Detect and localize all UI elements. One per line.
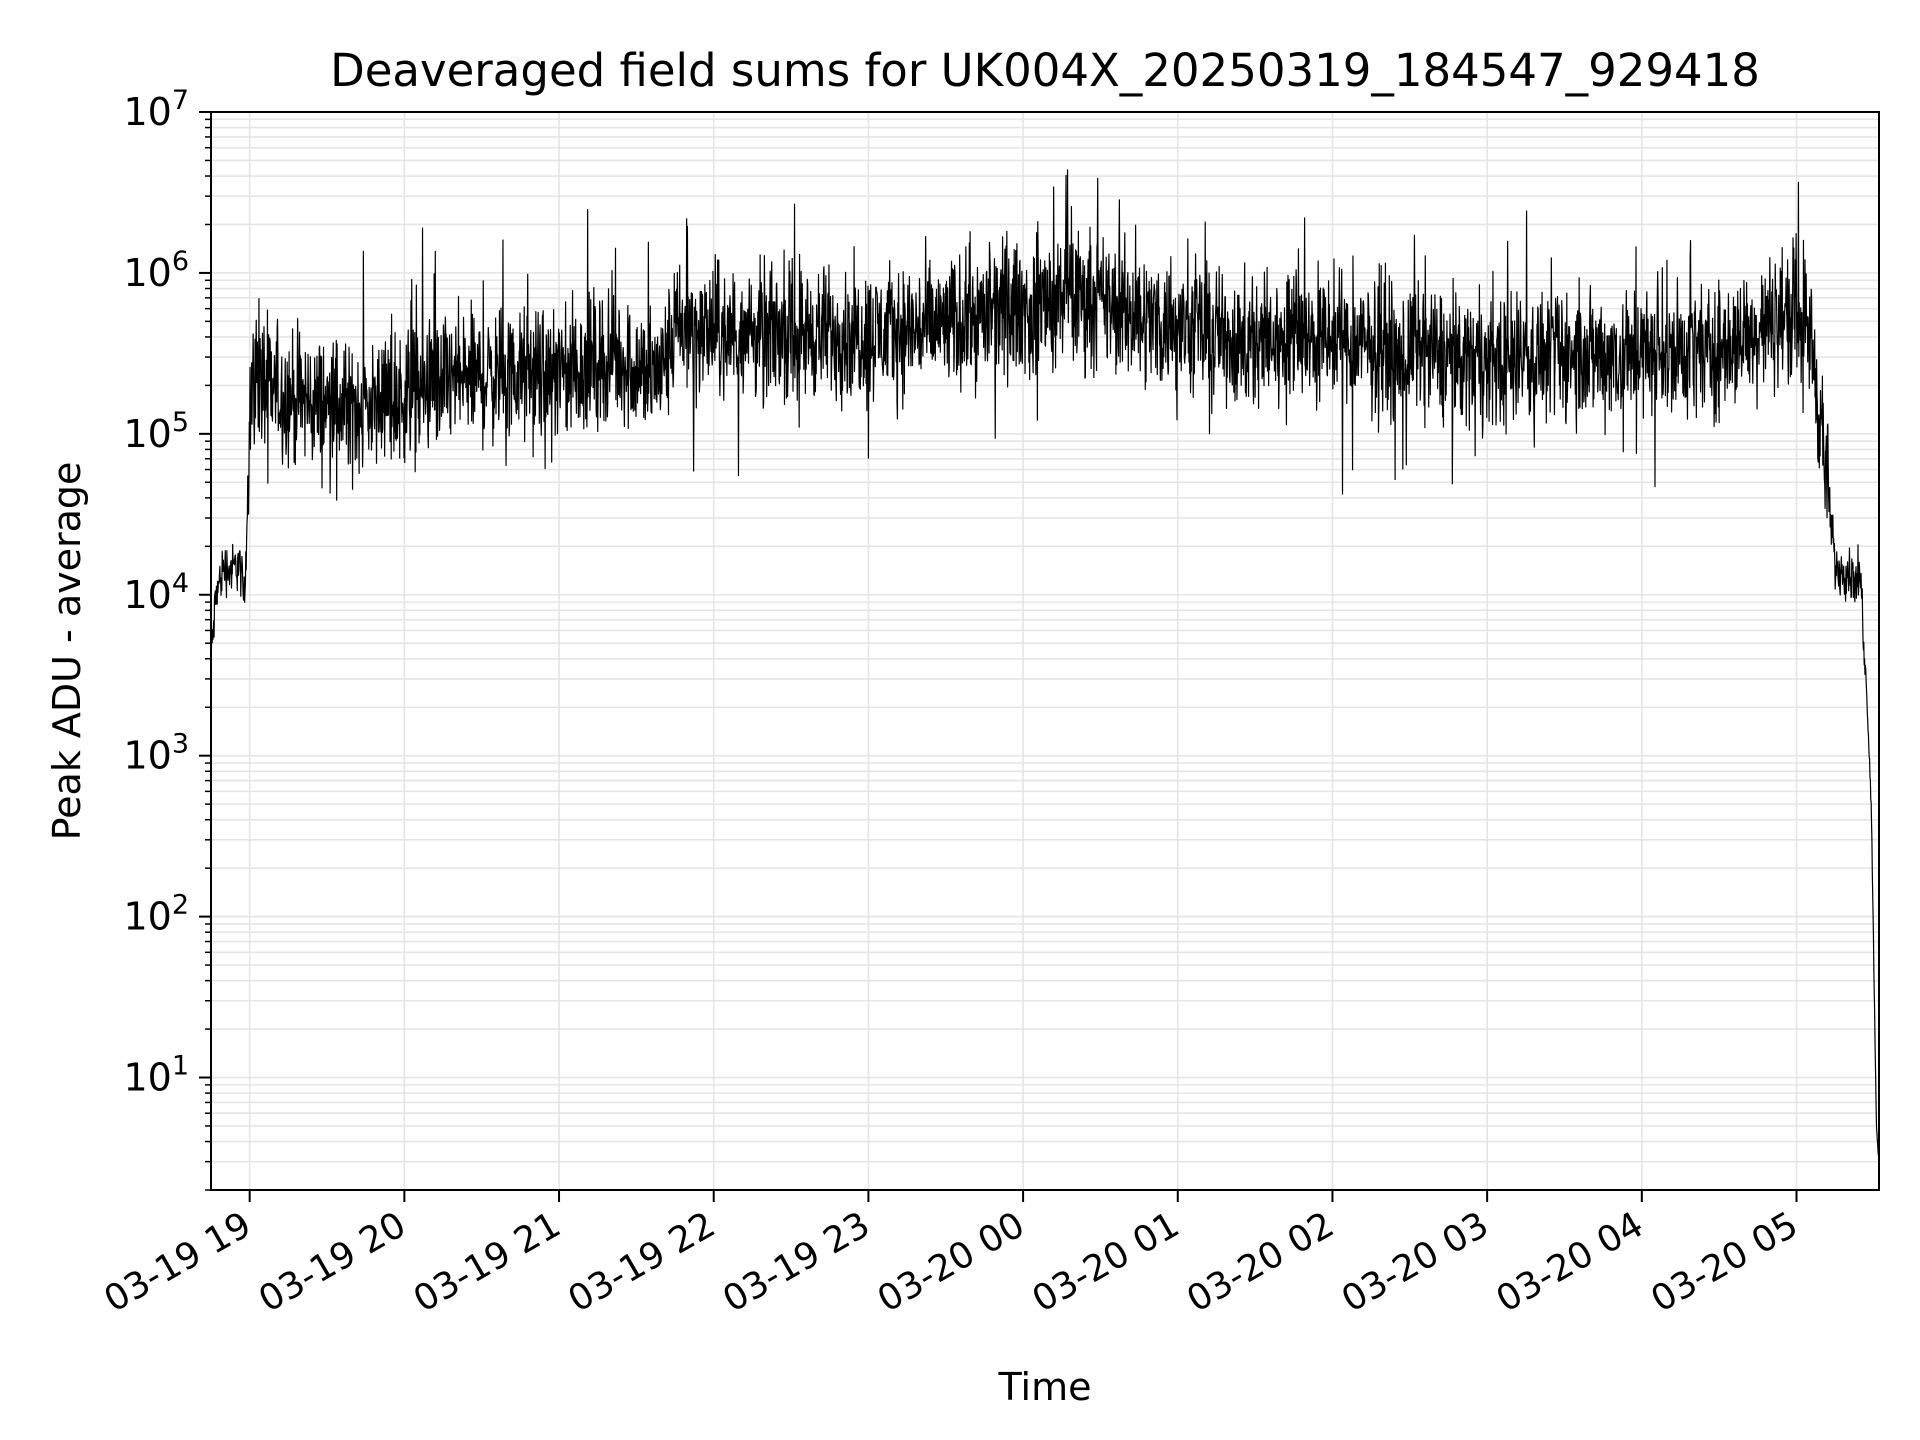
x-tick-label: 03-20 01: [1026, 1204, 1187, 1320]
x-tick-label: 03-20 05: [1644, 1204, 1805, 1320]
x-tick-label: 03-19 22: [562, 1204, 723, 1320]
y-tick-label: 104: [123, 568, 189, 617]
y-axis: 101 102 103 104 105 106 107: [123, 85, 211, 1191]
plot-frame: [210, 111, 1880, 1191]
y-tick-label: 106: [123, 246, 189, 295]
y-axis-label: Peak ADU - average: [45, 462, 89, 841]
series-line-peak-adu: [210, 169, 1880, 1162]
x-tick-label: 03-20 04: [1490, 1204, 1651, 1320]
x-tick-label: 03-19 21: [407, 1204, 568, 1320]
x-tick-label: 03-19 19: [97, 1204, 258, 1320]
y-tick-label: 105: [123, 407, 189, 456]
x-axis-label: Time: [998, 1365, 1092, 1409]
y-tick-label: 103: [123, 729, 189, 778]
x-tick-label: 03-19 20: [252, 1204, 413, 1320]
y-tick-label: 102: [123, 890, 189, 939]
x-tick-label: 03-20 03: [1335, 1204, 1496, 1320]
x-tick-label: 03-20 00: [871, 1204, 1032, 1320]
x-tick-label: 03-20 02: [1180, 1204, 1341, 1320]
y-tick-label: 101: [123, 1051, 189, 1100]
x-tick-label: 03-19 23: [716, 1204, 877, 1320]
y-tick-label: 107: [123, 85, 189, 134]
chart-title: Deaveraged field sums for UK004X_2025031…: [330, 44, 1760, 97]
